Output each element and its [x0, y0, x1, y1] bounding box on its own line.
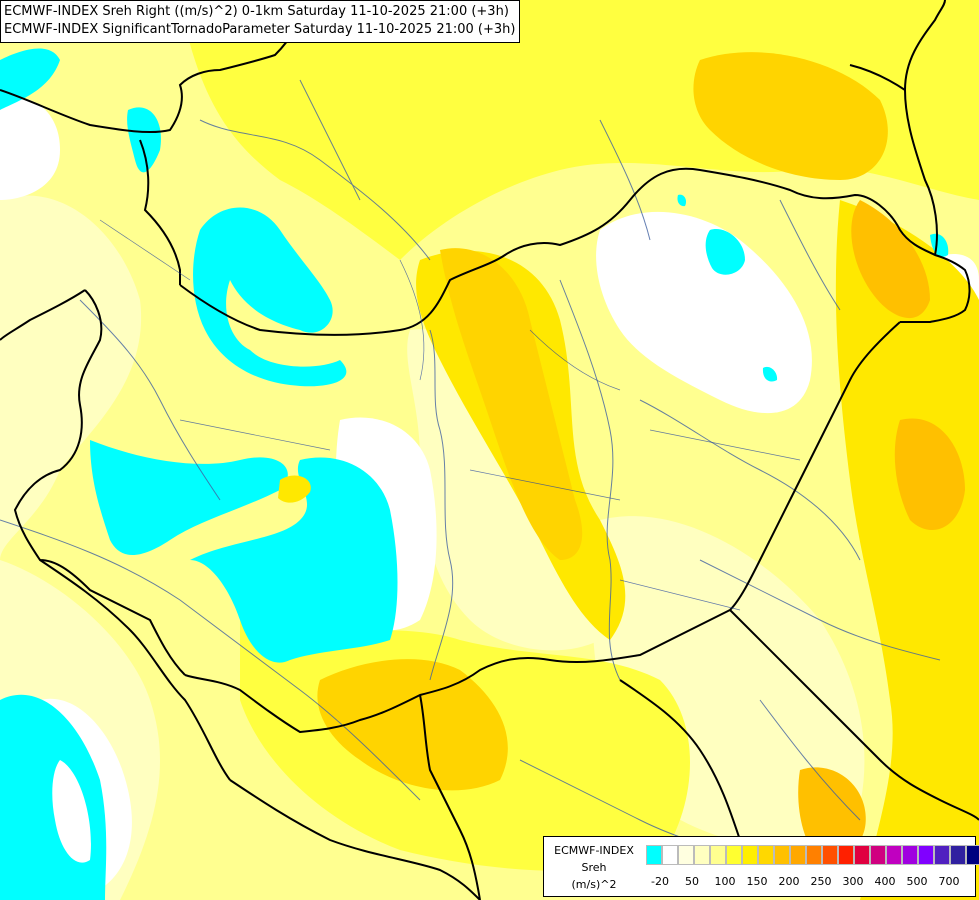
- legend-tick-label: 250: [810, 875, 832, 888]
- legend-tick-label: 500: [906, 875, 928, 888]
- field-cyan-ne-dot2: [677, 194, 687, 207]
- legend-swatch: [662, 845, 678, 865]
- title-line-1: ECMWF-INDEX Sreh Right ((m/s)^2) 0-1km S…: [4, 4, 509, 19]
- legend-unit: (m/s)^2: [571, 878, 617, 891]
- legend-tick-label: 400: [874, 875, 896, 888]
- legend-tick-label: 150: [746, 875, 768, 888]
- border-northwest: [0, 0, 301, 134]
- field-cyan-center: [90, 440, 288, 555]
- border-east-hungary: [729, 321, 901, 611]
- field-pale-west: [0, 195, 142, 560]
- legend-swatch: [822, 845, 838, 865]
- border-west-austria: [139, 139, 181, 285]
- field-white-sw-inner: [52, 760, 91, 863]
- legend-swatch: [950, 845, 966, 865]
- field-pale-center: [407, 329, 600, 651]
- border-moldova: [849, 64, 906, 91]
- field-cyan-ring-north: [193, 207, 347, 387]
- rivers: [0, 79, 941, 861]
- border-south-bosnia: [229, 779, 481, 900]
- title-line-2: ECMWF-INDEX SignificantTornadoParameter …: [4, 22, 516, 37]
- field-cyan-large: [190, 457, 398, 663]
- legend-swatch: [726, 845, 742, 865]
- legend-swatch: [918, 845, 934, 865]
- field-cyan-ne-blob: [705, 229, 745, 275]
- legend-source: ECMWF-INDEX: [554, 844, 634, 857]
- border-ukraine: [903, 0, 946, 256]
- field-cyan-east-edge: [930, 233, 949, 257]
- field-orange-center: [440, 248, 583, 560]
- border-romania-south: [729, 609, 979, 821]
- legend-swatch: [886, 845, 902, 865]
- legend-swatch: [678, 845, 694, 865]
- legend-tick-label: 700: [938, 875, 960, 888]
- field-cyan-ne-dot: [762, 366, 778, 382]
- field-yellow-dot-center: [278, 475, 311, 503]
- field-orange-northeast: [693, 52, 888, 181]
- legend-swatch: [934, 845, 950, 865]
- border-west-hungary: [13, 289, 186, 676]
- legend-tick-label: -20: [651, 875, 669, 888]
- legend-tick-label: 300: [842, 875, 864, 888]
- legend-swatch: [710, 845, 726, 865]
- legend-tick-label: 50: [685, 875, 699, 888]
- map-title-box: ECMWF-INDEX Sreh Right ((m/s)^2) 0-1km S…: [0, 0, 520, 43]
- field-white-northwest: [0, 97, 60, 200]
- legend-variable: Sreh: [581, 861, 607, 874]
- legend-swatch: [806, 845, 822, 865]
- legend-swatch: [838, 845, 854, 865]
- border-south-hungary: [184, 609, 731, 734]
- border-slovenia: [0, 289, 86, 341]
- field-orange-east2: [894, 418, 965, 530]
- legend-swatch: [694, 845, 710, 865]
- legend-swatch: [774, 845, 790, 865]
- legend-swatch: [742, 845, 758, 865]
- legend-swatch: [854, 845, 870, 865]
- legend-tick-label: 200: [778, 875, 800, 888]
- legend-swatch: [966, 845, 979, 865]
- legend-swatch: [902, 845, 918, 865]
- legend-swatch: [790, 845, 806, 865]
- border-south-croatia: [39, 559, 231, 781]
- field-white-northeast: [596, 211, 812, 414]
- border-serbia: [419, 694, 481, 900]
- color-legend: ECMWF-INDEX Sreh (m/s)^2 -20 50 100 150 200 2…: [543, 836, 979, 897]
- field-orange-east: [851, 200, 930, 319]
- border-north-hungary: [179, 167, 971, 336]
- legend-swatch: [870, 845, 886, 865]
- legend-swatch: [758, 845, 774, 865]
- border-east-romania-serbia: [619, 679, 741, 841]
- legend-tick-label: 100: [714, 875, 736, 888]
- field-yellow-east: [835, 200, 979, 900]
- admin-borders: [99, 219, 801, 611]
- legend-swatch: [646, 845, 662, 865]
- field-cyan-ne-small: [127, 107, 161, 173]
- field-orange-south: [317, 659, 508, 791]
